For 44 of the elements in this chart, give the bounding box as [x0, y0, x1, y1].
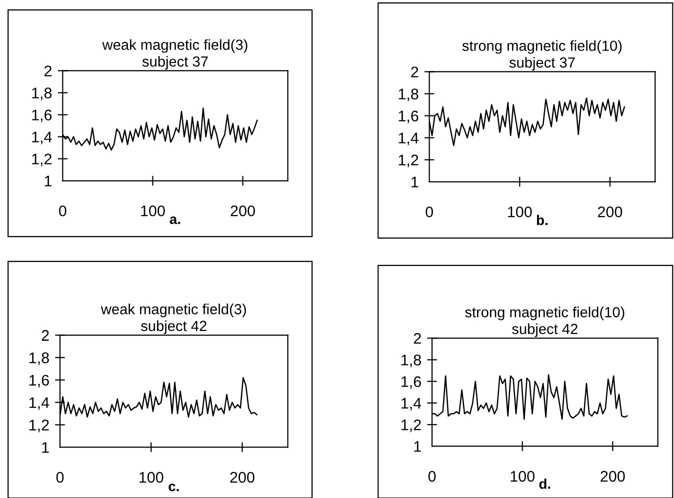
- text: c.: [168, 484, 179, 492]
- y-tick-label: 1,8: [402, 354, 421, 368]
- y-tick-label: 1,2: [402, 419, 421, 432]
- chart-title: strong magnetic field(10) subject 37: [462, 40, 622, 71]
- x-tick-label: 0: [56, 472, 64, 483]
- x-tick-label: 0: [428, 470, 436, 482]
- y-tick-label: 1,4: [398, 132, 418, 146]
- y-tick-label: 1,2: [398, 154, 418, 168]
- x-tick-label: 200: [598, 206, 622, 218]
- y-tick-label: 1,6: [398, 110, 418, 124]
- chart-title: weak magnetic field(3) subject 37: [102, 39, 248, 70]
- x-tick-label: 100: [510, 470, 534, 482]
- y-tick-label: 2: [411, 66, 418, 78]
- chart-title: weak magnetic field(3) subject 42: [100, 304, 246, 334]
- text: a.: [170, 216, 180, 224]
- y-tick-label: 1,8: [398, 88, 418, 102]
- y-tick-label: 1,4: [32, 132, 52, 144]
- x-tick-label: 0: [426, 206, 433, 218]
- y-tick-label: 1: [42, 442, 49, 453]
- x-tick-label: 0: [59, 205, 66, 216]
- y-tick-label: 2: [414, 333, 421, 344]
- y-tick-label: 1,6: [402, 376, 421, 389]
- y-tick-label: 1,6: [32, 110, 52, 122]
- x-tick-label: 100: [141, 205, 165, 216]
- y-tick-label: 1: [414, 441, 421, 452]
- y-tick-label: 1,8: [30, 352, 49, 366]
- x-tick-label: 200: [600, 470, 625, 482]
- y-tick-label: 2: [44, 66, 52, 76]
- y-tick-label: 1,8: [32, 88, 52, 100]
- text: b.: [536, 214, 548, 226]
- y-tick-label: 1,4: [30, 397, 50, 410]
- y-tick-label: 1: [412, 176, 418, 188]
- y-tick-label: 1,4: [402, 398, 422, 410]
- y-tick-label: 2: [42, 330, 49, 341]
- x-tick-label: 200: [230, 472, 254, 483]
- y-tick-label: 1,2: [30, 420, 49, 432]
- x-tick-label: 100: [508, 206, 532, 218]
- text: d.: [539, 478, 550, 489]
- y-tick-label: 1,6: [30, 374, 49, 388]
- x-tick-label: 100: [140, 472, 164, 483]
- y-tick-label: 1,2: [32, 154, 52, 166]
- chart-title: strong magnetic field(10) subject 42: [465, 306, 624, 337]
- y-tick-label: 1: [44, 176, 52, 186]
- x-tick-label: 200: [230, 205, 255, 216]
